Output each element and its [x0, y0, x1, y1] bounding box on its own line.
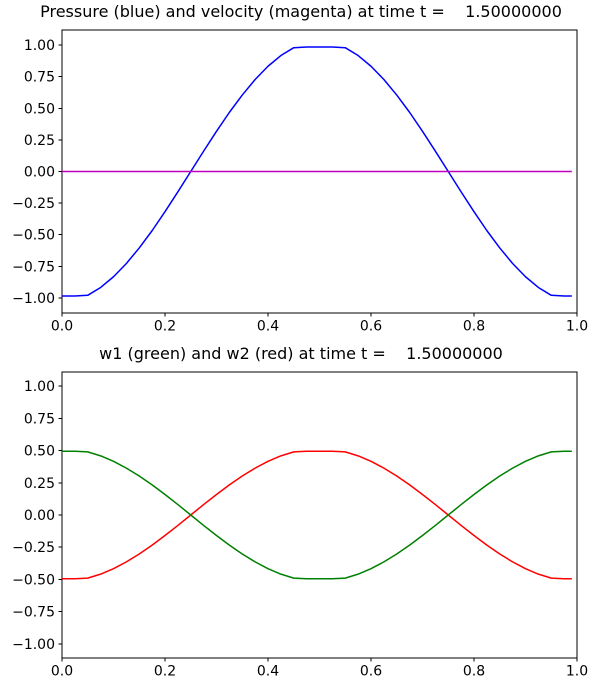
y-tick-label: −0.50: [12, 228, 55, 244]
x-tick-label: 0.6: [360, 664, 382, 680]
y-tick-label: 0.00: [24, 165, 55, 181]
y-tick-label: 0.00: [24, 508, 55, 524]
y-tick-label: 1.00: [24, 379, 55, 395]
y-tick-label: −0.25: [12, 540, 55, 556]
x-tick-label: 0.2: [154, 664, 176, 680]
y-tick-label: 1.00: [24, 38, 55, 54]
y-tick-label: 0.25: [24, 133, 55, 149]
y-tick-label: −1.00: [12, 637, 55, 653]
x-tick-label: 1.0: [566, 664, 588, 680]
y-tick-label: 0.25: [24, 476, 55, 492]
subplot1-title: Pressure (blue) and velocity (magenta) a…: [40, 2, 562, 21]
w2-line: [62, 450, 572, 580]
x-tick-label: 0.8: [463, 664, 485, 680]
x-tick-label: 0.0: [51, 664, 73, 680]
pressure-line: [62, 46, 572, 297]
x-tick-label: 1.0: [566, 319, 588, 335]
x-tick-label: 0.4: [257, 319, 279, 335]
y-tick-label: 0.75: [24, 70, 55, 86]
y-tick-label: −0.50: [12, 572, 55, 588]
subplot2-axes: 0.0 0.2 0.4 0.6 0.8 1.0 1.00 0.75 0.50 0.25 0.00 −0…: [12, 371, 588, 680]
x-tick-label: 0.4: [257, 664, 279, 680]
y-tick-label: 0.50: [24, 444, 55, 460]
x-tick-label: 0.2: [154, 319, 176, 335]
y-tick-label: −1.00: [12, 291, 55, 307]
x-tick-label: 0.6: [360, 319, 382, 335]
y-tick-label: −0.75: [12, 259, 55, 275]
x-tick-label: 0.0: [51, 319, 73, 335]
w1-line: [62, 450, 572, 580]
x-tick-label: 0.8: [463, 319, 485, 335]
subplot1-axes: 0.0 0.2 0.4 0.6 0.8 1.0 1.00 0.75 0.50 0.25 0.00 −0…: [12, 29, 588, 335]
y-tick-label: 0.50: [24, 101, 55, 117]
y-tick-label: 0.75: [24, 411, 55, 427]
y-tick-label: −0.75: [12, 605, 55, 621]
axes-frame: [61, 371, 578, 659]
y-tick-label: −0.25: [12, 196, 55, 212]
subplot2-title: w1 (green) and w2 (red) at time t = 1.50…: [99, 344, 503, 363]
